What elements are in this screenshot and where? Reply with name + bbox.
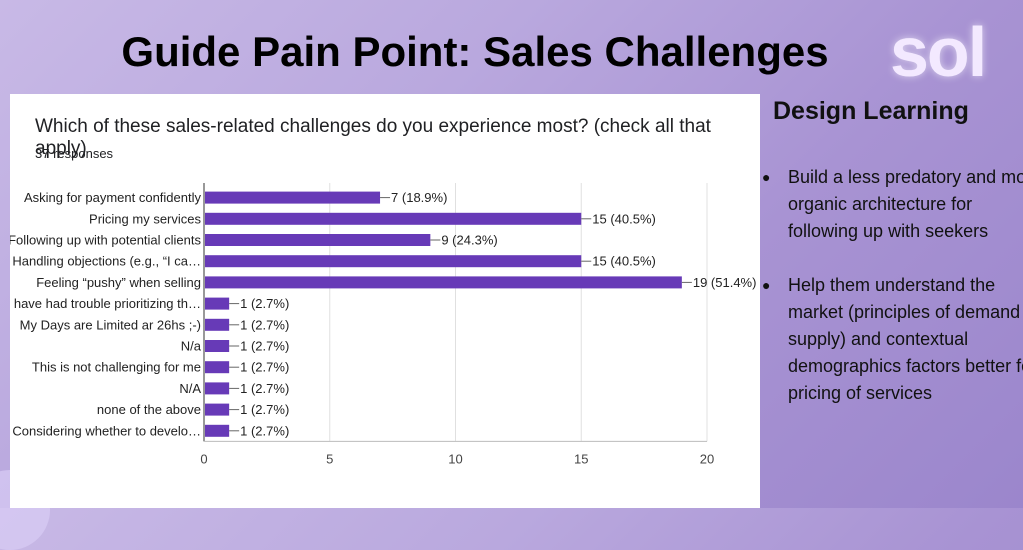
data-label: 1 (2.7%) xyxy=(240,402,289,417)
bar xyxy=(205,276,682,289)
data-label: 7 (18.9%) xyxy=(391,190,447,205)
slide-title: Guide Pain Point: Sales Challenges xyxy=(121,28,829,75)
category-label: N/a xyxy=(181,339,202,354)
data-label: 9 (24.3%) xyxy=(441,233,497,248)
data-label: 1 (2.7%) xyxy=(240,296,289,311)
x-tick-label: 15 xyxy=(574,451,588,466)
bar-chart: 0 5 10 15 20 Asking for payment confidently 7 … xyxy=(10,183,757,466)
category-label: This is not challenging for me xyxy=(32,360,201,375)
category-label: Pricing my services xyxy=(89,211,201,226)
bar xyxy=(205,212,582,225)
response-count: 37 responses xyxy=(35,146,114,161)
data-label: 15 (40.5%) xyxy=(592,254,656,269)
bar xyxy=(205,403,230,416)
bar xyxy=(205,382,230,395)
bar xyxy=(205,297,230,310)
bar xyxy=(205,361,230,374)
category-label: Following up with potential clients xyxy=(10,233,201,248)
category-label: Handling objections (e.g., “I ca… xyxy=(12,254,201,269)
category-label: N/A xyxy=(179,381,201,396)
bar xyxy=(205,424,230,437)
data-label: 19 (51.4%) xyxy=(693,275,757,290)
data-label: 1 (2.7%) xyxy=(240,423,289,438)
bar xyxy=(205,191,381,204)
x-tick-label: 20 xyxy=(700,451,714,466)
chart-question: Which of these sales-related challenges … xyxy=(35,116,711,159)
data-label: 1 (2.7%) xyxy=(240,360,289,375)
x-tick-label: 5 xyxy=(326,451,333,466)
design-learning-title: Design Learning xyxy=(773,97,969,125)
bar xyxy=(205,234,431,246)
category-label: I have had trouble prioritizing th… xyxy=(10,296,201,311)
category-label: none of the above xyxy=(97,402,201,417)
category-label: Considering whether to develo… xyxy=(12,423,201,438)
data-label: 15 (40.5%) xyxy=(592,211,656,226)
bar xyxy=(205,255,582,268)
data-label: 1 (2.7%) xyxy=(240,339,289,354)
bar xyxy=(205,318,230,331)
category-label: My Days are Limited ar 26hs ;-) xyxy=(20,317,201,332)
design-learning-list: Build a less predatory and more organic … xyxy=(760,164,1023,434)
chart-panel: Which of these sales-related challenges … xyxy=(10,94,760,508)
category-label: Asking for payment confidently xyxy=(24,190,202,205)
learning-item: Build a less predatory and more organic … xyxy=(762,164,1023,245)
data-label: 1 (2.7%) xyxy=(240,381,289,396)
bar xyxy=(205,340,230,352)
learning-item: Help them understand the market (princip… xyxy=(762,272,1023,407)
x-tick-label: 10 xyxy=(448,451,462,466)
sol-logo: sol xyxy=(890,13,987,91)
category-label: Feeling “pushy” when selling xyxy=(36,275,201,290)
data-label: 1 (2.7%) xyxy=(240,317,289,332)
x-tick-label: 0 xyxy=(200,451,207,466)
